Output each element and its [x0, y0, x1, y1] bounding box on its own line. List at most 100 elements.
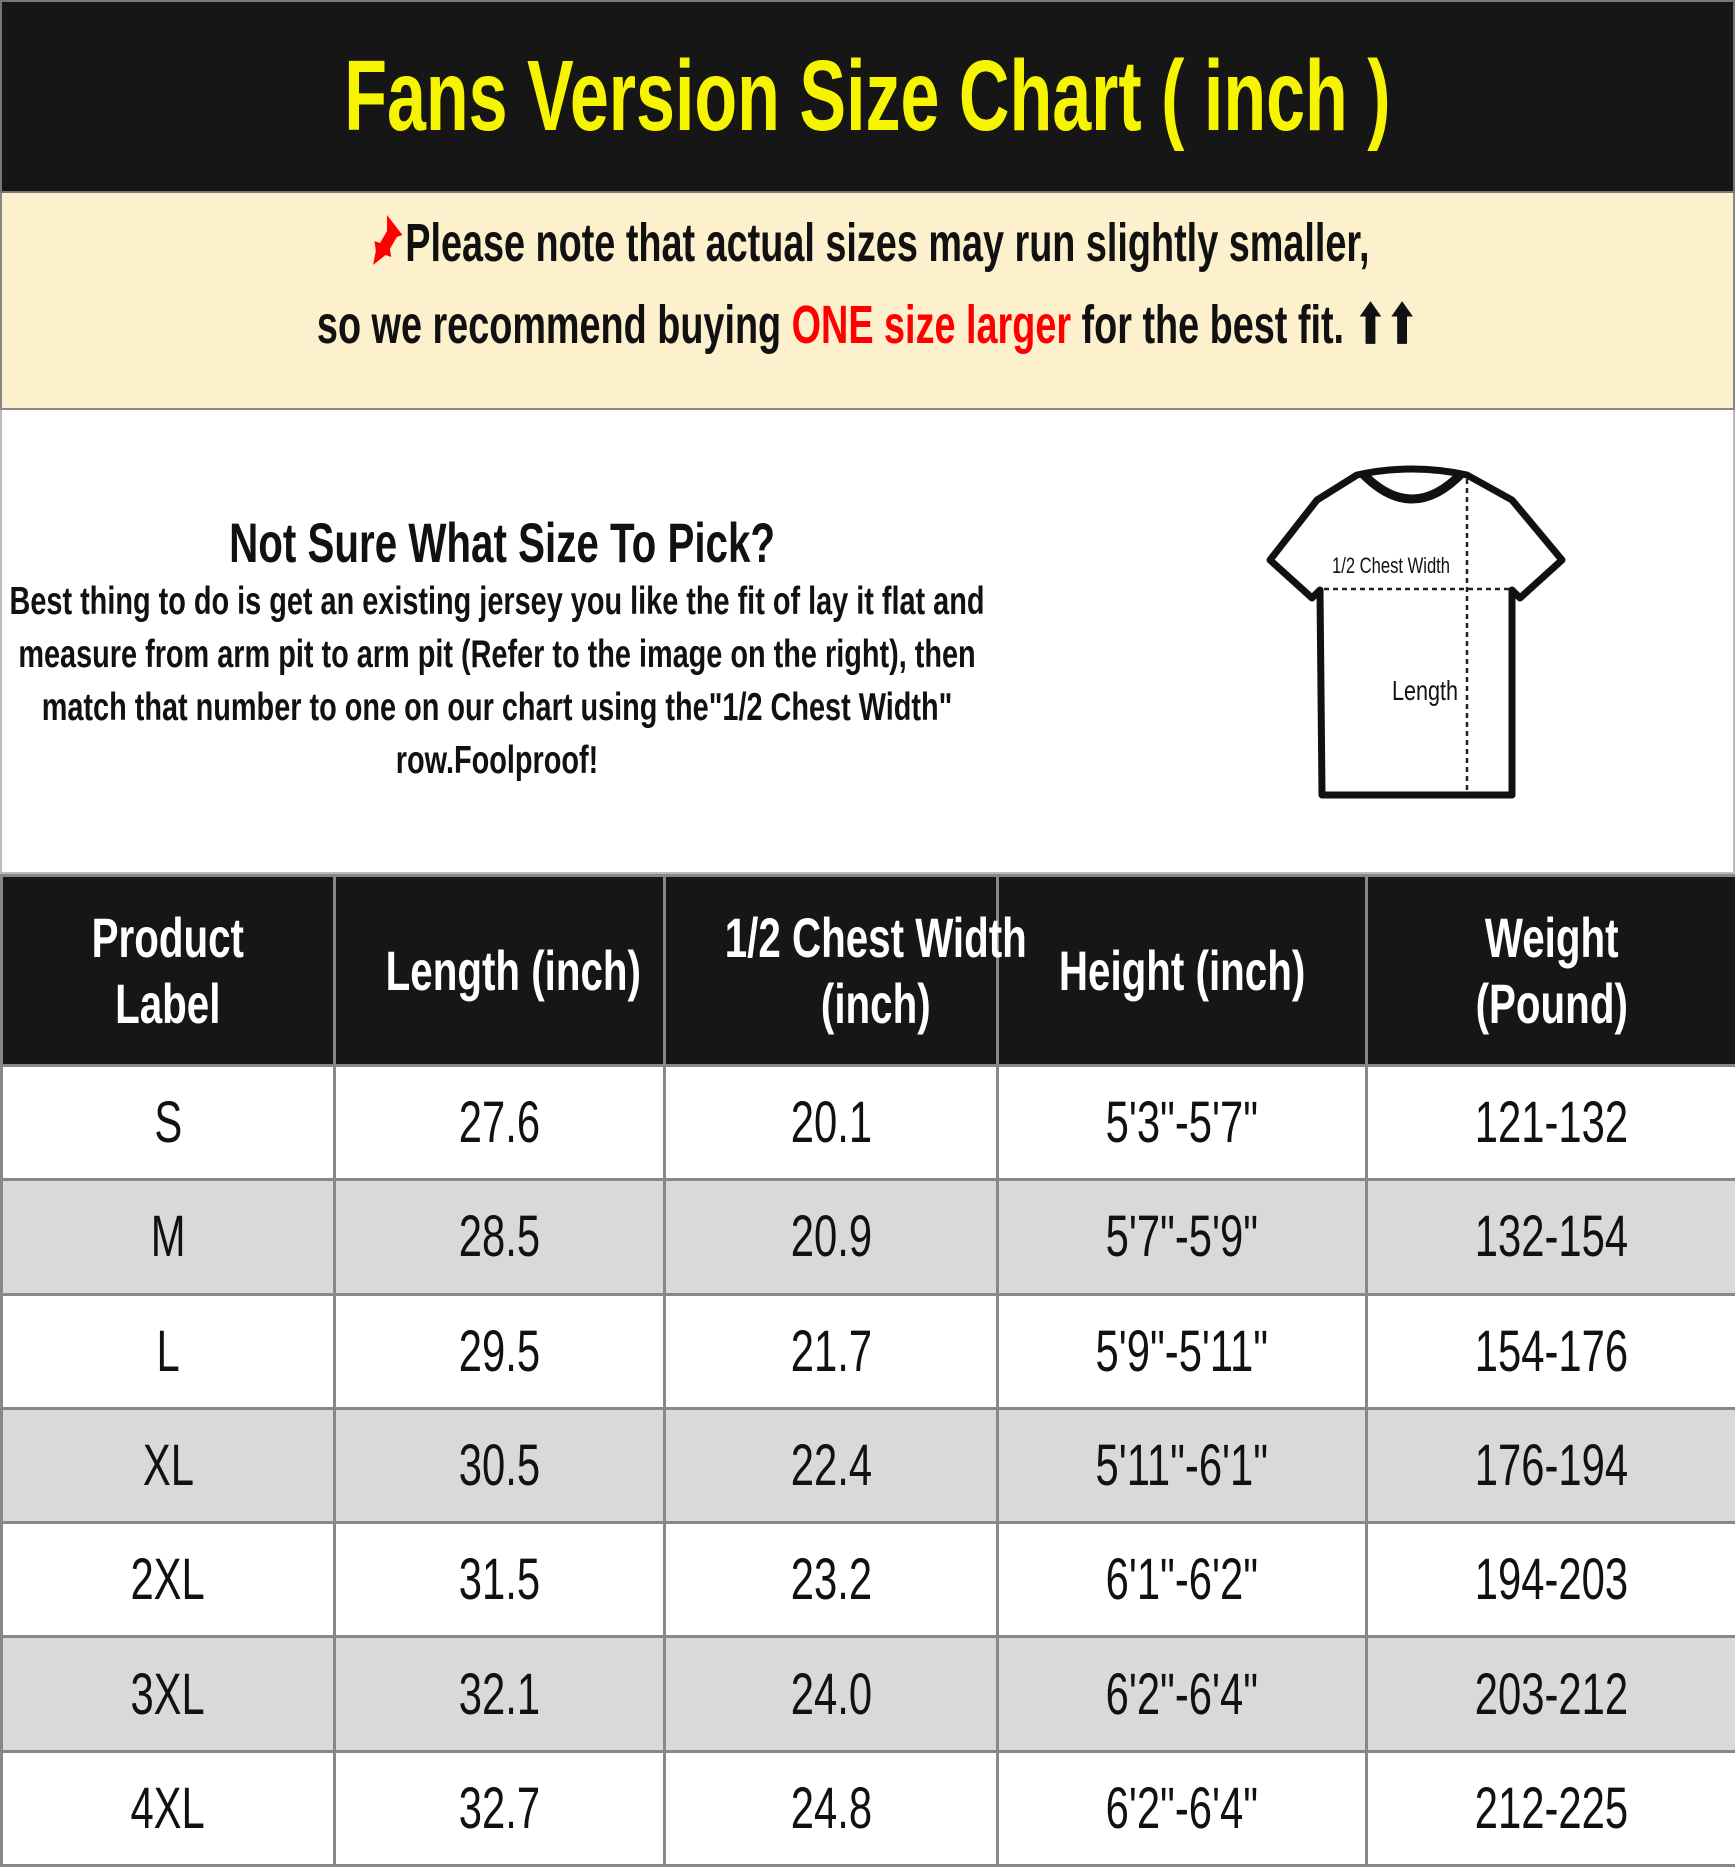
table-cell: 6'2"-6'4" — [998, 1637, 1367, 1751]
cell-value: 21.7 — [790, 1318, 871, 1385]
cell-value: M — [151, 1203, 186, 1270]
table-cell: 4XL — [2, 1751, 335, 1865]
column-header-text: (inch) — [821, 972, 931, 1035]
cell-value: 3XL — [131, 1661, 205, 1728]
table-cell: 176-194 — [1367, 1408, 1735, 1522]
cell-value: 30.5 — [459, 1432, 540, 1499]
column-header-text: Product — [92, 906, 244, 969]
table-cell: 2XL — [2, 1523, 335, 1637]
table-cell: 5'7"-5'9" — [998, 1180, 1367, 1294]
cell-value: S — [154, 1089, 182, 1156]
cell-value: 6'2"-6'4" — [1106, 1661, 1258, 1728]
up-arrows-icon: ⬆⬆ — [1355, 295, 1418, 355]
cell-value: 4XL — [131, 1775, 205, 1842]
table-cell: 20.1 — [665, 1066, 998, 1180]
cell-value: 2XL — [131, 1546, 205, 1613]
table-cell: 24.8 — [665, 1751, 998, 1865]
cell-value: 20.9 — [790, 1203, 871, 1270]
column-header-text: Weight — [1485, 906, 1619, 969]
table-cell: 5'11"-6'1" — [998, 1408, 1367, 1522]
column-header-text: 1/2 Chest Width — [725, 906, 1027, 969]
guide-text: Best thing to do is get an existing jers… — [0, 575, 997, 787]
cell-value: 5'7"-5'9" — [1106, 1203, 1258, 1270]
cell-value: 32.7 — [459, 1775, 540, 1842]
table-cell: 132-154 — [1367, 1180, 1735, 1294]
cell-value: 5'9"-5'11" — [1096, 1318, 1269, 1385]
table-row: L 29.5 21.7 5'9"-5'11" 154-176 — [2, 1294, 1735, 1408]
column-header-text: Length (inch) — [386, 939, 641, 1002]
cell-value: 22.4 — [790, 1432, 871, 1499]
cell-value: 203-212 — [1475, 1661, 1628, 1728]
table-cell: 6'1"-6'2" — [998, 1523, 1367, 1637]
cell-value: 23.2 — [790, 1546, 871, 1613]
chest-width-label: 1/2 Chest Width — [1332, 553, 1450, 578]
cell-value: 28.5 — [459, 1203, 540, 1270]
pushpin-icon — [366, 211, 405, 267]
table-cell: 23.2 — [665, 1523, 998, 1637]
note-highlight: ONE size larger — [792, 295, 1071, 355]
cell-value: 132-154 — [1475, 1203, 1628, 1270]
cell-value: 5'11"-6'1" — [1096, 1432, 1269, 1499]
table-cell: 194-203 — [1367, 1523, 1735, 1637]
table-cell: 32.7 — [335, 1751, 665, 1865]
cell-value: 121-132 — [1475, 1089, 1628, 1156]
table-cell: 20.9 — [665, 1180, 998, 1294]
table-cell: 27.6 — [335, 1066, 665, 1180]
cell-value: 27.6 — [459, 1089, 540, 1156]
column-header-text: (Pound) — [1475, 972, 1627, 1035]
table-cell: 6'2"-6'4" — [998, 1751, 1367, 1865]
note-line-1: Please note that actual sizes may run sl… — [405, 213, 1369, 273]
column-header-text: Height (inch) — [1059, 939, 1305, 1002]
cell-value: 24.8 — [790, 1775, 871, 1842]
table-cell: 212-225 — [1367, 1751, 1735, 1865]
table-cell: 5'3"-5'7" — [998, 1066, 1367, 1180]
cell-value: 29.5 — [459, 1318, 540, 1385]
cell-value: 212-225 — [1475, 1775, 1628, 1842]
table-cell: 5'9"-5'11" — [998, 1294, 1367, 1408]
table-cell: 30.5 — [335, 1408, 665, 1522]
cell-value: L — [156, 1318, 179, 1385]
cell-value: 24.0 — [790, 1661, 871, 1728]
cell-value: XL — [142, 1432, 193, 1499]
column-header-text: Label — [115, 972, 220, 1035]
title-banner: Fans Version Size Chart ( inch ) — [0, 0, 1735, 193]
table-cell: 29.5 — [335, 1294, 665, 1408]
table-row: XL 30.5 22.4 5'11"-6'1" 176-194 — [2, 1408, 1735, 1522]
cell-value: 5'3"-5'7" — [1106, 1089, 1258, 1156]
table-cell: 21.7 — [665, 1294, 998, 1408]
table-cell: XL — [2, 1408, 335, 1522]
table-cell: 203-212 — [1367, 1637, 1735, 1751]
column-header: 1/2 Chest Width(inch) — [665, 876, 998, 1066]
note-line-2-prefix: so we recommend buying — [317, 295, 792, 355]
table-cell: 121-132 — [1367, 1066, 1735, 1180]
cell-value: 31.5 — [459, 1546, 540, 1613]
guide-heading: Not Sure What Size To Pick? — [229, 510, 775, 575]
cell-value: 20.1 — [790, 1089, 871, 1156]
table-row: 4XL 32.7 24.8 6'2"-6'4" 212-225 — [2, 1751, 1735, 1865]
table-cell: 28.5 — [335, 1180, 665, 1294]
length-label: Length — [1392, 675, 1458, 706]
page-title: Fans Version Size Chart ( inch ) — [344, 39, 1390, 154]
column-header: Length (inch) — [335, 876, 665, 1066]
tshirt-diagram: 1/2 Chest Width Length — [1262, 465, 1567, 805]
column-header: Weight(Pound) — [1367, 876, 1735, 1066]
column-header: Height (inch) — [998, 876, 1367, 1066]
table-cell: 24.0 — [665, 1637, 998, 1751]
table-cell: S — [2, 1066, 335, 1180]
cell-value: 194-203 — [1475, 1546, 1628, 1613]
cell-value: 154-176 — [1475, 1318, 1628, 1385]
table-cell: L — [2, 1294, 335, 1408]
table-cell: 3XL — [2, 1637, 335, 1751]
table-cell: 154-176 — [1367, 1294, 1735, 1408]
table-cell: M — [2, 1180, 335, 1294]
cell-value: 32.1 — [459, 1661, 540, 1728]
table-cell: 31.5 — [335, 1523, 665, 1637]
cell-value: 6'2"-6'4" — [1106, 1775, 1258, 1842]
table-row: M 28.5 20.9 5'7"-5'9" 132-154 — [2, 1180, 1735, 1294]
sizing-note: Please note that actual sizes may run sl… — [0, 193, 1735, 410]
table-cell: 22.4 — [665, 1408, 998, 1522]
table-cell: 32.1 — [335, 1637, 665, 1751]
